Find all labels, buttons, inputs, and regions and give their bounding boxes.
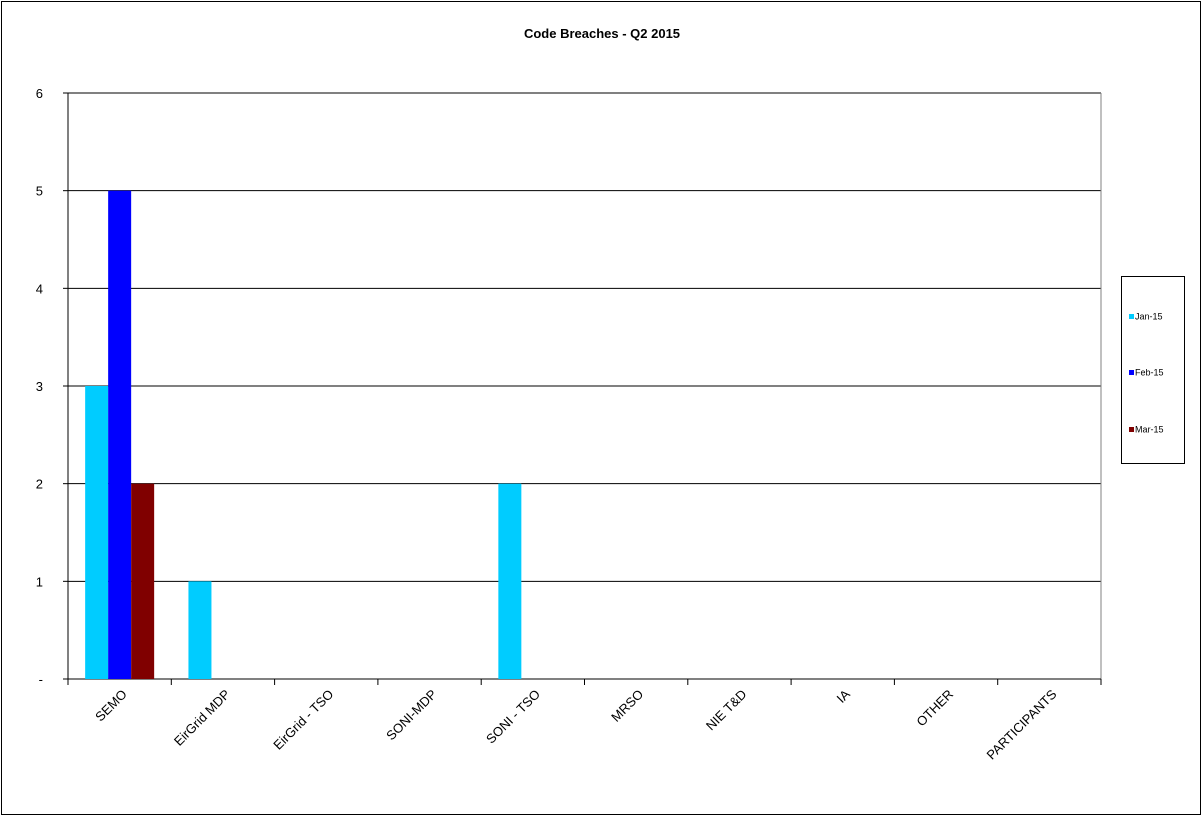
legend: Jan-15 Feb-15 Mar-15 [1121, 276, 1185, 464]
legend-swatch-mar [1129, 427, 1134, 433]
x-tick-label-6: NIE T&D [703, 687, 750, 734]
y-tick-label-4: 4 [36, 281, 43, 296]
legend-swatch-jan [1129, 314, 1134, 320]
legend-swatch-feb [1129, 370, 1134, 376]
legend-item-mar: Mar-15 [1129, 424, 1164, 435]
x-tick-label-2: EirGrid - TSO [270, 687, 336, 753]
legend-label-jan: Jan-15 [1135, 311, 1163, 322]
bar-jan-15-0 [85, 386, 109, 679]
x-tick-label-9: PARTICIPANTS [983, 686, 1059, 762]
x-tick-label-1: EirGrid MDP [171, 687, 233, 749]
bar-jan-15-1 [188, 581, 212, 679]
y-tick-label-3: 3 [36, 379, 43, 394]
y-tick-label-5: 5 [36, 184, 43, 199]
x-tick-label-0: SEMO [92, 687, 130, 725]
legend-label-mar: Mar-15 [1135, 424, 1164, 435]
y-tick-label-6: 6 [36, 86, 43, 101]
legend-label-feb: Feb-15 [1135, 367, 1164, 378]
legend-item-jan: Jan-15 [1129, 311, 1163, 322]
x-tick-label-4: SONI - TSO [483, 687, 543, 747]
legend-item-feb: Feb-15 [1129, 367, 1164, 378]
x-tick-label-3: SONI-MDP [383, 687, 440, 744]
bar-feb-15-0 [108, 190, 132, 679]
chart-title: Code Breaches - Q2 2015 [523, 26, 681, 41]
bar-mar-15-0 [131, 483, 155, 679]
y-tick-label-0: - [39, 672, 43, 687]
y-tick-label-1: 1 [36, 574, 43, 589]
bar-jan-15-4 [498, 483, 522, 679]
y-tick-label-2: 2 [36, 477, 43, 492]
x-tick-label-7: IA [834, 686, 854, 706]
x-tick-label-5: MRSO [608, 687, 646, 725]
x-tick-label-8: OTHER [913, 687, 956, 730]
